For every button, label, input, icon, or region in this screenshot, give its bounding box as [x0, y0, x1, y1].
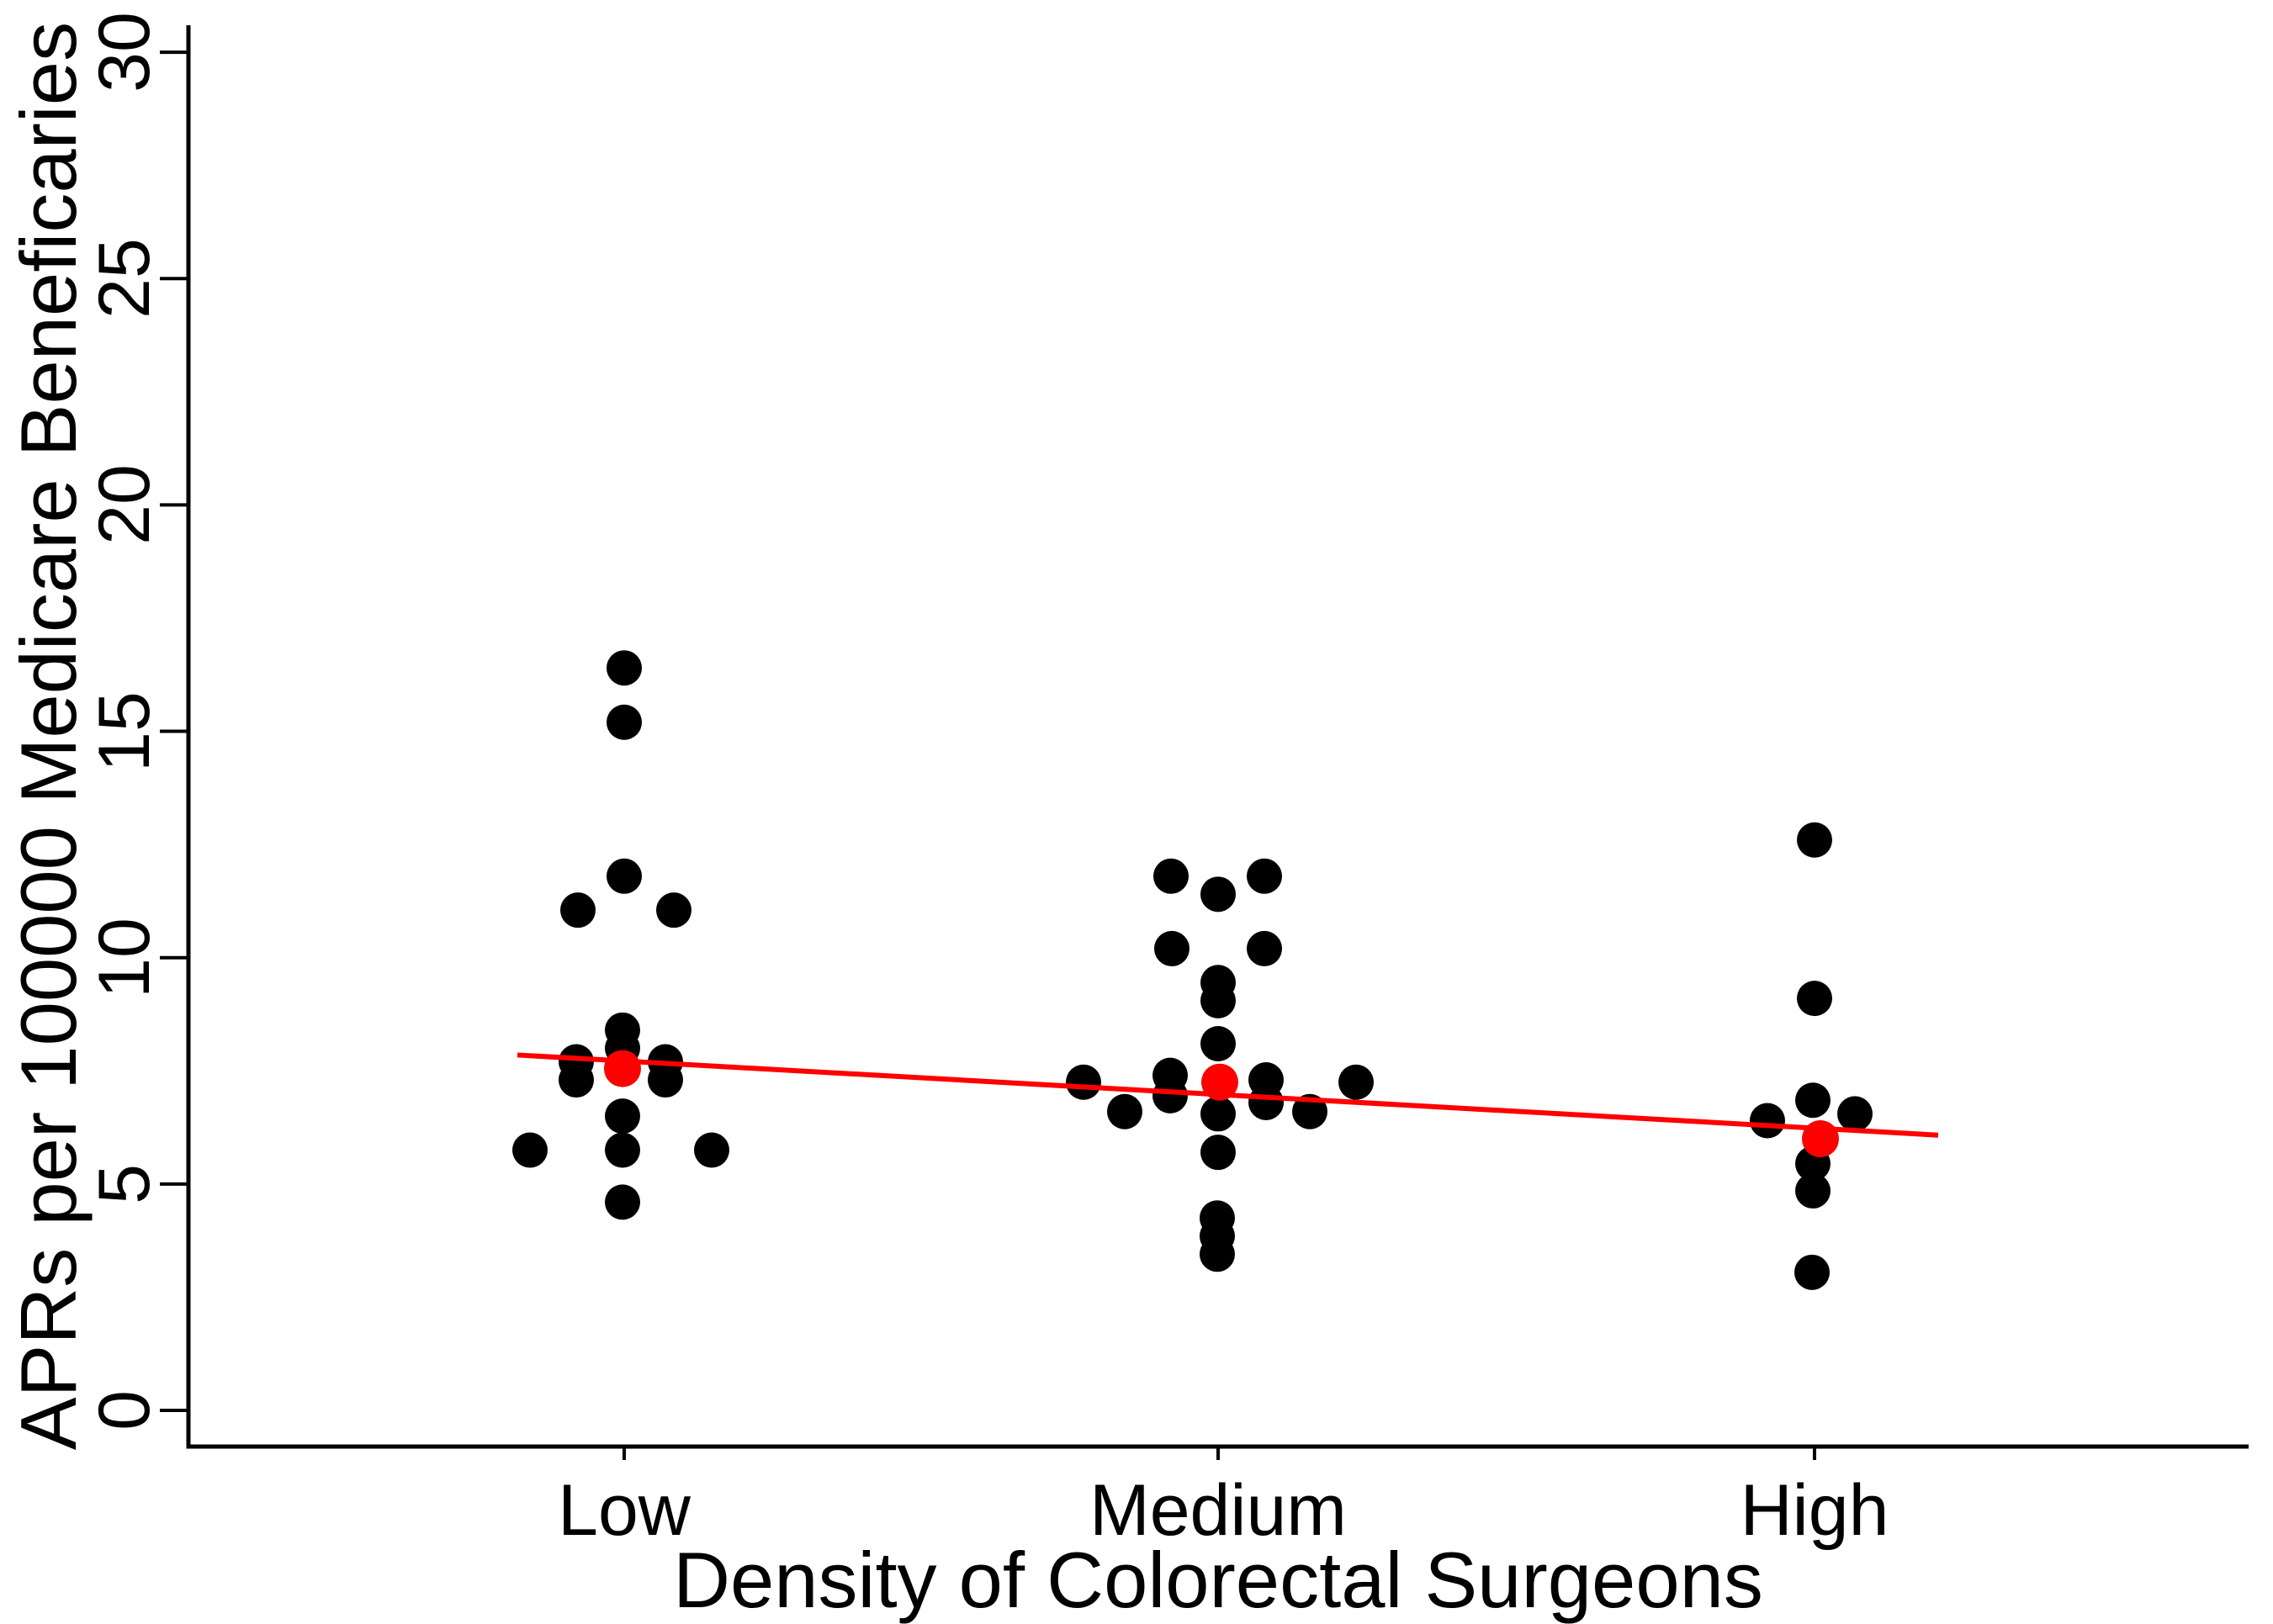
y-tick-label: 5	[84, 1163, 165, 1204]
data-point	[605, 1098, 640, 1135]
data-point	[1248, 1084, 1284, 1120]
y-tick-label: 25	[84, 238, 165, 320]
data-point	[1066, 1064, 1101, 1100]
data-point	[559, 1062, 594, 1098]
data-point	[1200, 982, 1236, 1018]
data-point	[1338, 1064, 1374, 1100]
data-point	[1795, 1172, 1831, 1209]
data-point	[1107, 1093, 1142, 1129]
mean-point	[1802, 1120, 1839, 1158]
y-tick-label: 10	[84, 917, 165, 998]
data-point	[560, 892, 596, 928]
x-axis-title: Density of Colorectal Surgeons	[673, 1536, 1763, 1624]
data-point	[1797, 981, 1832, 1017]
data-point	[1200, 1135, 1236, 1171]
data-point	[607, 650, 642, 686]
data-point	[1292, 1093, 1327, 1129]
data-point	[605, 1132, 640, 1168]
x-tick-label: Medium	[1089, 1470, 1347, 1551]
data-point	[1794, 1254, 1830, 1290]
data-point	[512, 1132, 548, 1168]
data-point	[1200, 1236, 1235, 1272]
y-tick-label: 15	[84, 690, 165, 772]
x-tick-label: Low	[558, 1470, 691, 1551]
y-tick-label: 20	[84, 464, 165, 546]
data-point	[694, 1132, 729, 1168]
data-point	[648, 1062, 683, 1098]
data-point	[1200, 1096, 1236, 1132]
data-point	[1247, 930, 1282, 966]
data-point	[1200, 1025, 1236, 1061]
y-tick-label: 0	[84, 1390, 165, 1431]
mean-point	[604, 1050, 641, 1087]
data-point	[1153, 858, 1189, 894]
data-point	[1795, 1082, 1831, 1119]
data-point	[656, 892, 691, 928]
mean-point	[1201, 1063, 1238, 1101]
data-point	[1797, 822, 1832, 858]
data-point	[1154, 930, 1189, 966]
data-point	[1247, 858, 1282, 894]
y-tick-label: 30	[84, 12, 165, 93]
data-point	[1152, 1077, 1188, 1114]
data-point	[607, 858, 642, 894]
data-point	[605, 1184, 640, 1220]
x-tick-label: High	[1740, 1470, 1889, 1551]
data-point	[607, 704, 642, 740]
data-point	[1837, 1096, 1873, 1132]
data-point	[1200, 876, 1236, 913]
y-axis-title: APRs per 100000 Medicare Beneficaries	[4, 21, 93, 1451]
data-point	[1750, 1103, 1785, 1139]
